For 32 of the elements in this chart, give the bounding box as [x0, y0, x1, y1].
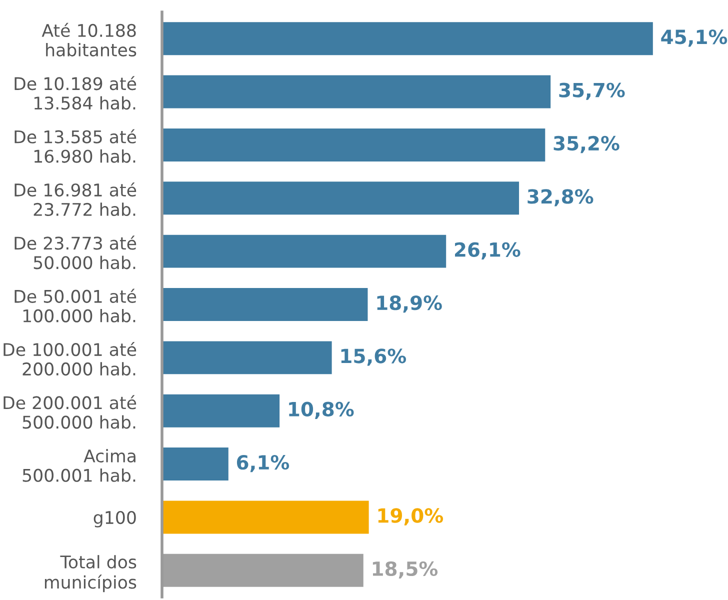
y-tick-label: De 16.981 até 23.772 hab.: [14, 182, 136, 216]
data-label: 32,8%: [528, 189, 594, 206]
data-label: 19,0%: [378, 508, 444, 526]
y-tick-label: De 200.001 até 500.000 hab.: [4, 395, 136, 429]
y-tick-label: De 23.773 até 50.000 hab.: [14, 236, 136, 270]
bar: [162, 22, 653, 56]
bar: [162, 182, 520, 215]
data-label: 18,5%: [372, 561, 438, 579]
bar: [162, 128, 546, 162]
data-label: 26,1%: [454, 242, 520, 260]
data-label: 35,2%: [554, 136, 620, 154]
bar: [162, 75, 551, 108]
y-tick-label: De 100.001 até 200.000 hab.: [4, 342, 136, 376]
data-label: 45,1%: [661, 30, 728, 47]
y-tick-label: Total dos municípios: [44, 555, 136, 592]
y-tick-label: De 13.585 até 16.980 hab.: [14, 129, 136, 163]
data-label: 15,6%: [341, 348, 406, 366]
y-tick-label: De 50.001 até 100.000 hab.: [14, 288, 136, 322]
bar: [162, 234, 446, 268]
bar: [162, 394, 280, 428]
bar: [162, 341, 332, 374]
y-tick-label: Acima 500.001 hab.: [22, 449, 136, 482]
bar: [162, 500, 369, 534]
y-tick-label: g100: [94, 510, 136, 528]
data-label: 10,8%: [289, 402, 354, 419]
bar: [162, 288, 368, 321]
y-tick-label: Até 10.188 habitantes: [42, 22, 136, 56]
data-label: 35,7%: [559, 82, 625, 100]
data-label: 6,1%: [236, 454, 290, 472]
data-label: 18,9%: [377, 295, 442, 313]
y-tick-label: De 10.189 até 13.584 hab.: [14, 76, 136, 110]
bar: [162, 448, 228, 481]
